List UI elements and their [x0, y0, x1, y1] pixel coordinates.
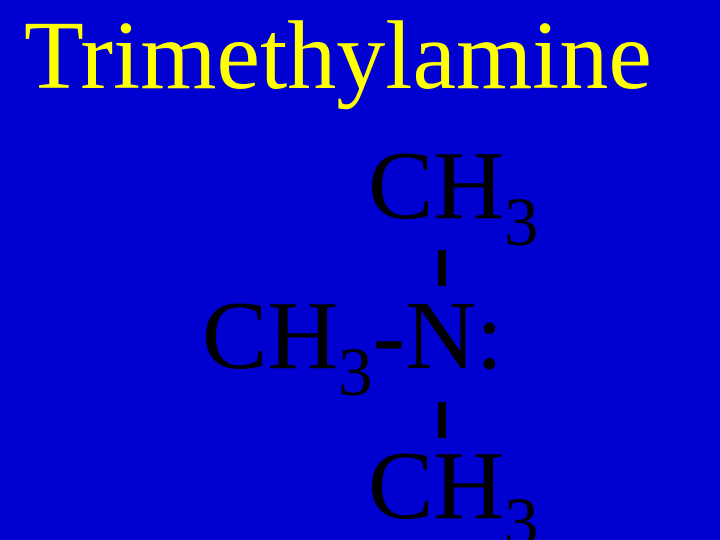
- subscript-3: 3: [504, 184, 538, 260]
- title-text: Trimethylamine: [24, 2, 652, 110]
- dash-n-text: -N:: [372, 282, 503, 390]
- compound-title: Trimethylamine: [24, 0, 652, 112]
- ch-text: CH: [368, 132, 504, 240]
- formula-ch3-bottom: CH3: [368, 430, 538, 540]
- ch-text: CH: [368, 432, 504, 540]
- formula-ch3-n-middle: CH3-N:: [202, 280, 503, 406]
- slide: Trimethylamine CH3 CH3-N: CH3: [0, 0, 720, 540]
- subscript-3: 3: [504, 484, 538, 540]
- formula-ch3-top: CH3: [368, 130, 538, 256]
- ch-text: CH: [202, 282, 338, 390]
- subscript-3: 3: [338, 334, 372, 410]
